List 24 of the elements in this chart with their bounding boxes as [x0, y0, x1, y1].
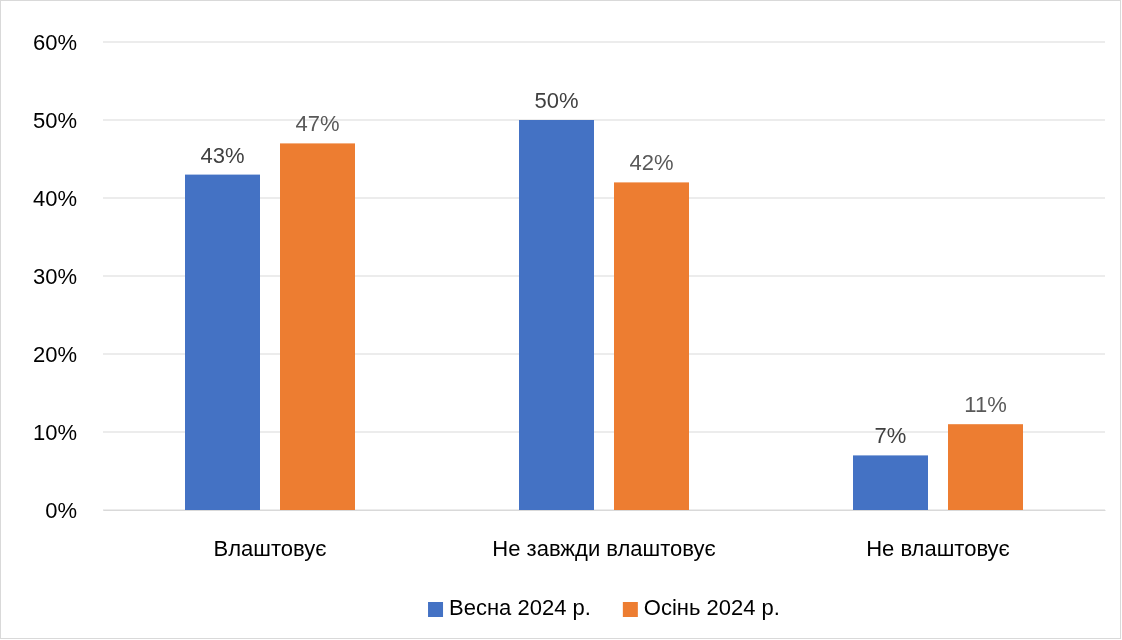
data-label: 11%: [964, 392, 1007, 418]
legend-label: Осінь 2024 р.: [643, 595, 780, 620]
data-label: 47%: [295, 111, 340, 137]
bar: [185, 174, 260, 510]
y-tick-label: 30%: [32, 263, 77, 289]
bar: [519, 120, 594, 510]
data-label: 42%: [629, 150, 674, 176]
y-tick-label: 0%: [45, 497, 77, 523]
y-tick-label: 10%: [32, 419, 77, 445]
x-tick-label: Не завжди влаштовує: [492, 535, 716, 561]
legend-label: Весна 2024 р.: [449, 595, 591, 620]
y-tick-label: 60%: [32, 29, 77, 55]
x-tick-label: Не влаштовує: [866, 535, 1010, 561]
data-label: 7%: [874, 423, 907, 449]
y-tick-label: 20%: [32, 341, 77, 367]
y-tick-label: 50%: [32, 107, 77, 133]
x-tick-label: Влаштовує: [213, 535, 327, 561]
bar: [280, 143, 355, 510]
bar: [614, 182, 689, 510]
data-label: 43%: [200, 142, 245, 168]
bar: [948, 424, 1023, 510]
bar: [853, 455, 928, 510]
data-label: 50%: [534, 88, 579, 113]
y-tick-label: 40%: [32, 185, 77, 211]
